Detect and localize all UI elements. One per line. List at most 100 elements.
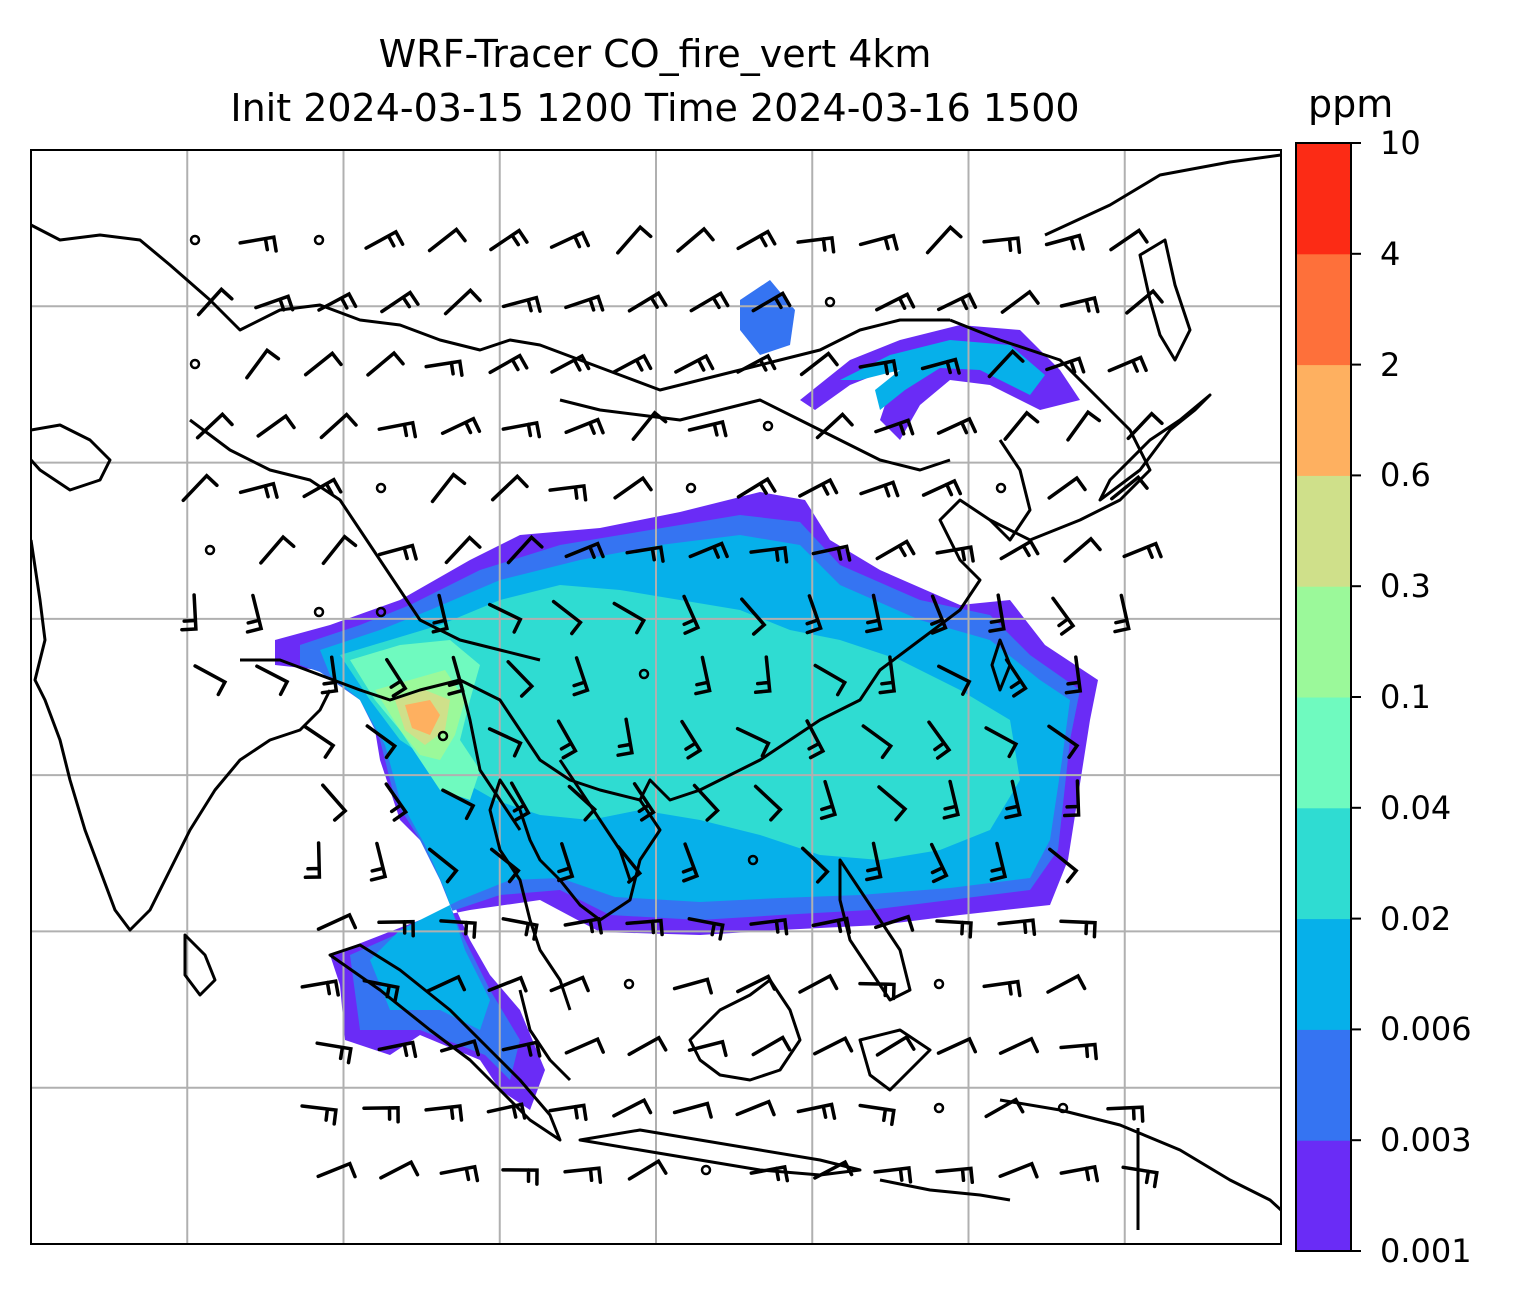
wind-barb [1047, 724, 1080, 759]
wind-barb [735, 1099, 776, 1117]
colorbar-segment [1296, 364, 1351, 476]
wind-barb [501, 917, 539, 941]
wind-barb [556, 719, 578, 760]
plume-level-0.6 [405, 700, 440, 735]
colorbar-segment [1296, 807, 1351, 920]
wind-barb [935, 919, 973, 939]
coastline-indochina [488, 778, 701, 1011]
calm-wind-marker [638, 668, 650, 680]
wind-barb [564, 541, 605, 559]
wind-barb [501, 295, 542, 313]
coastline-northeast [1044, 153, 1281, 237]
wind-barb [362, 1106, 400, 1124]
coastline-kamchatka [1138, 238, 1192, 362]
wind-barb [632, 782, 656, 822]
calm-wind-marker [375, 606, 387, 618]
wind-barb [303, 841, 322, 880]
wind-barb [369, 841, 388, 882]
wind-barb [487, 727, 523, 758]
north-patch-plume [740, 280, 795, 355]
wind-barb [1066, 409, 1102, 442]
wind-barb [321, 534, 358, 566]
wind-barb [736, 229, 777, 251]
coastline-japan [1098, 393, 1212, 502]
wind-barb [427, 847, 459, 884]
colorbar-tick-label: 2 [1380, 345, 1401, 384]
wind-barb [987, 349, 1025, 379]
wind-barb [1046, 973, 1087, 994]
wind-barb [736, 974, 777, 994]
calm-wind-marker [437, 730, 449, 742]
wind-barb [255, 664, 290, 697]
colorbar-tick-label: 0.3 [1380, 567, 1431, 606]
wind-barb [689, 291, 730, 313]
wind-barb [811, 544, 852, 562]
colorbar-tick-label: 4 [1380, 234, 1401, 273]
wind-barb [316, 912, 358, 931]
wind-barb [753, 784, 783, 822]
wind-barb [1106, 1105, 1145, 1123]
wind-barb [238, 481, 279, 499]
wind-barb [1059, 919, 1097, 939]
wind-barb [616, 845, 643, 884]
wind-barb [377, 420, 418, 439]
wind-barb [181, 473, 219, 503]
wind-barb [858, 981, 896, 1001]
wind-barb [815, 412, 854, 440]
calm-wind-marker [189, 358, 201, 370]
wind-barb [1064, 655, 1083, 695]
wind-barb [925, 224, 963, 255]
wind-barb [238, 235, 278, 253]
wind-barb [740, 597, 767, 636]
wind-barb [800, 846, 830, 884]
wind-barb [1110, 474, 1149, 501]
calm-wind-marker [685, 482, 697, 494]
wind-barb [875, 539, 916, 561]
wind-barb [682, 594, 701, 635]
colorbar-tick-label: 0.1 [1380, 678, 1431, 716]
colorbar-segment [1296, 253, 1351, 366]
wind-barb [735, 726, 771, 758]
colorbar-segment [1296, 586, 1351, 698]
wind-barb [430, 472, 467, 504]
colorbar-tick-label: 0.6 [1380, 456, 1431, 495]
wind-barb [805, 594, 823, 635]
wind-barb [935, 1166, 975, 1185]
coastline-india [31, 539, 332, 932]
colorbar-segment [1296, 1029, 1351, 1141]
wind-barb [694, 655, 712, 696]
wind-barb [676, 226, 715, 253]
wind-barb [385, 657, 408, 698]
wind-barb [303, 350, 343, 377]
wind-barb [549, 975, 590, 993]
wind-barb [245, 347, 281, 380]
wind-barb [377, 1040, 418, 1059]
colorbar-segment [1296, 143, 1351, 255]
border-china-west [189, 418, 541, 662]
wind-barb [1126, 411, 1164, 441]
wind-barb [431, 593, 450, 634]
wind-barb [935, 545, 975, 563]
calm-wind-marker [762, 420, 774, 432]
wind-barb [1121, 1165, 1159, 1189]
wind-barb [424, 1104, 464, 1122]
calm-wind-marker [747, 854, 759, 866]
wind-barb [567, 784, 598, 822]
wind-barb [984, 1097, 1025, 1119]
wind-barb [489, 228, 529, 252]
wind-barb [736, 476, 777, 499]
wind-barb [813, 663, 848, 697]
wind-barb [254, 294, 295, 312]
wind-barb [1048, 847, 1079, 884]
wind-barb [878, 655, 897, 695]
colorbar-segment [1296, 697, 1351, 809]
map-panel [31, 150, 1281, 1244]
wind-barb [564, 1036, 605, 1055]
wind-barb [627, 1035, 668, 1057]
wind-barb [672, 1101, 713, 1119]
wind-barb [548, 1103, 588, 1122]
wind-barb [612, 1097, 653, 1118]
wind-barb [1107, 355, 1148, 373]
border-mongolia [559, 398, 951, 472]
wind-barb [982, 979, 1022, 998]
